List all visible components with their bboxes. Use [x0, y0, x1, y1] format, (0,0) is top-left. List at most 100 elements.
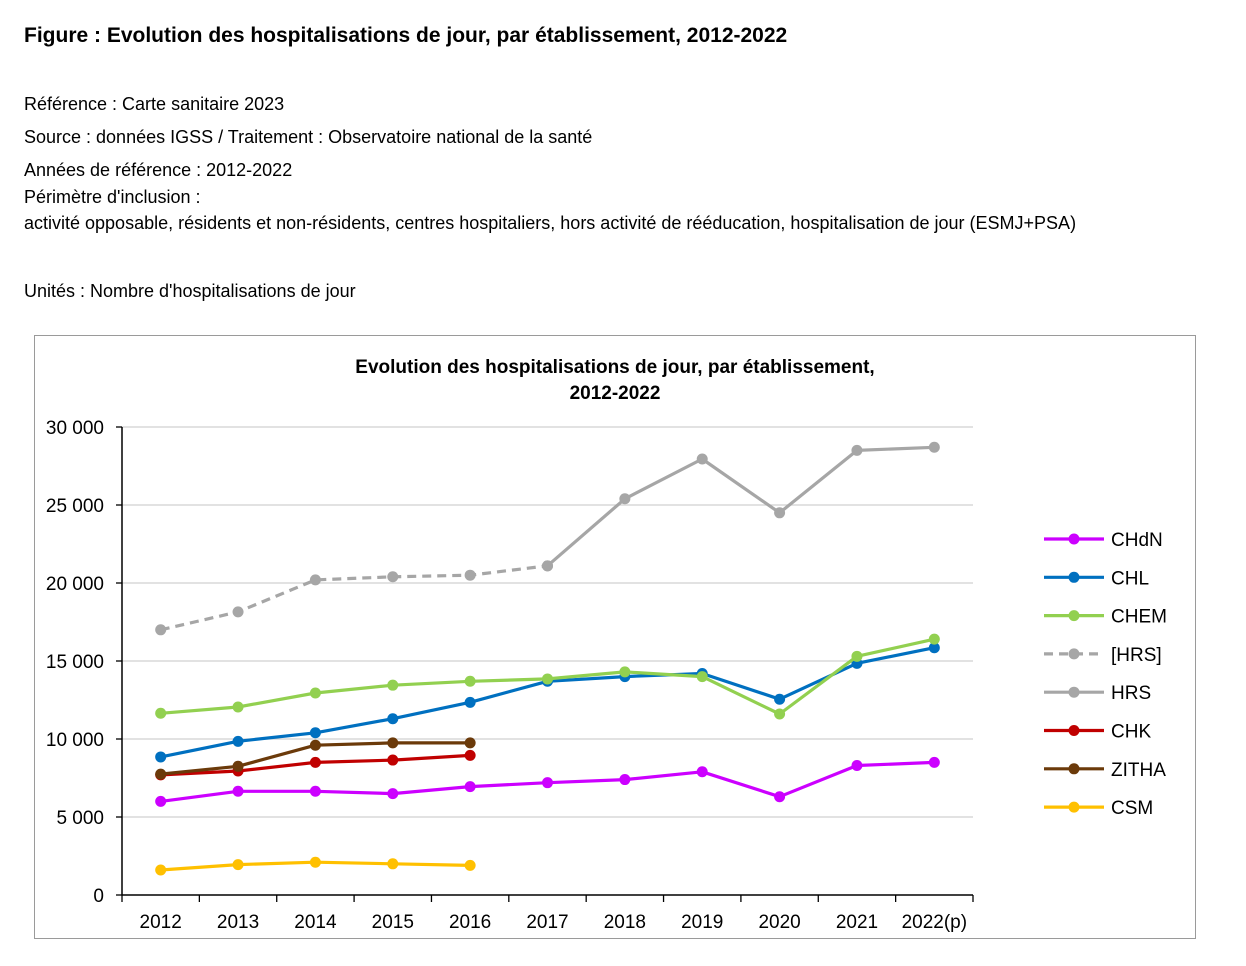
y-tick-label: 15 000 [46, 652, 104, 673]
chart-title-line2: 2012-2022 [570, 383, 661, 404]
data-point [155, 751, 167, 763]
x-tick-label: 2021 [836, 912, 878, 933]
legend-item: CHEM [1044, 607, 1167, 628]
data-point [774, 708, 786, 720]
data-point [464, 696, 476, 708]
series-chem [155, 633, 940, 720]
legend-label: CHdN [1111, 530, 1163, 551]
data-point [464, 859, 476, 871]
data-point [387, 737, 399, 749]
data-point [387, 788, 399, 800]
series-line [160, 646, 935, 759]
data-point [155, 864, 167, 876]
legend-item: CHK [1044, 722, 1151, 743]
data-point [232, 859, 244, 871]
series-chdn [155, 756, 940, 807]
legend-label: ZITHA [1111, 760, 1166, 781]
data-point [619, 493, 631, 505]
data-point [851, 760, 863, 772]
series-hrs [542, 441, 940, 572]
perimeter-text: activité opposable, résidents et non-rés… [24, 213, 1077, 233]
series-chl [155, 642, 940, 763]
data-point [696, 671, 708, 683]
perimeter-block: Périmètre d'inclusion : activité opposab… [24, 184, 1076, 236]
legend-label: CHL [1111, 568, 1149, 589]
data-point [387, 858, 399, 870]
legend-label: CHEM [1111, 607, 1167, 628]
data-point [464, 749, 476, 761]
series-dashed-hrs [155, 560, 553, 636]
data-point [155, 795, 167, 807]
data-point [387, 679, 399, 691]
x-tick-label: 2015 [372, 912, 414, 933]
y-tick-label: 10 000 [46, 730, 104, 751]
data-point [155, 707, 167, 719]
x-tick-label: 2022(p) [902, 912, 968, 933]
data-point [619, 774, 631, 786]
x-tick-label: 2012 [140, 912, 182, 933]
data-point [155, 624, 167, 636]
x-tick-label: 2017 [526, 912, 568, 933]
data-point [928, 633, 940, 645]
reference-text: Référence : Carte sanitaire 2023 [24, 94, 285, 114]
legend-swatch-marker [1068, 686, 1080, 698]
line-chart: Evolution des hospitalisations de jour, … [46, 357, 1167, 933]
series-lines [155, 441, 940, 876]
legend-label: HRS [1111, 683, 1151, 704]
chart-container: Evolution des hospitalisations de jour, … [34, 335, 1196, 939]
x-tick-label: 2016 [449, 912, 491, 933]
data-point [928, 642, 940, 654]
legend-label: CHK [1111, 722, 1151, 743]
series-line [546, 445, 935, 568]
x-tick-label: 2019 [681, 912, 723, 933]
y-tick-label: 30 000 [46, 418, 104, 439]
data-point [464, 737, 476, 749]
data-point [155, 768, 167, 780]
gridlines [122, 426, 973, 818]
x-tick-label: 2013 [217, 912, 259, 933]
legend-swatch-marker [1068, 571, 1080, 583]
source-text: Source : données IGSS / Traitement : Obs… [24, 127, 593, 147]
legend-swatch-marker [1068, 725, 1080, 736]
reference-years-text: Années de référence : 2012-2022 [24, 160, 293, 180]
legend-item: [HRS] [1044, 645, 1162, 666]
units-text: Unités : Nombre d'hospitalisations de jo… [24, 281, 356, 301]
legend-swatch-marker [1068, 801, 1080, 813]
series-zitha [155, 737, 476, 780]
figure-title: Figure : Evolution des hospitalisations … [24, 24, 788, 47]
perimeter-label: Périmètre d'inclusion : [24, 187, 201, 207]
data-point [464, 675, 476, 687]
data-point [542, 673, 553, 685]
data-point [232, 785, 244, 797]
data-point [232, 606, 244, 618]
data-point [542, 560, 553, 572]
legend-item: HRS [1044, 683, 1151, 704]
data-point [928, 441, 940, 453]
chart-title-line1: Evolution des hospitalisations de jour, … [355, 357, 874, 378]
data-point [928, 756, 940, 768]
data-point [309, 739, 321, 751]
legend-swatch-marker [1068, 610, 1080, 622]
series-chk [155, 749, 476, 781]
x-tick-label: 2014 [294, 912, 337, 933]
legend-item: CSM [1044, 798, 1153, 819]
legend-swatch-marker [1068, 533, 1080, 545]
axes: 0 5 000 10 000 15 000 20 000 25 000 30 000 2012… [46, 418, 974, 933]
data-point [309, 756, 321, 768]
data-point [387, 571, 399, 583]
data-point [774, 507, 786, 519]
data-point [774, 791, 786, 803]
y-tick-label: 5 000 [56, 808, 104, 829]
data-point [851, 444, 863, 456]
data-point [774, 693, 786, 705]
data-point [387, 754, 399, 766]
data-point [232, 760, 244, 772]
data-point [309, 856, 321, 868]
data-point [464, 781, 476, 793]
data-point [309, 574, 321, 586]
legend-item: ZITHA [1044, 760, 1166, 781]
data-point [542, 777, 553, 789]
legend-label: [HRS] [1111, 645, 1162, 666]
data-point [464, 569, 476, 581]
data-point [232, 735, 244, 747]
